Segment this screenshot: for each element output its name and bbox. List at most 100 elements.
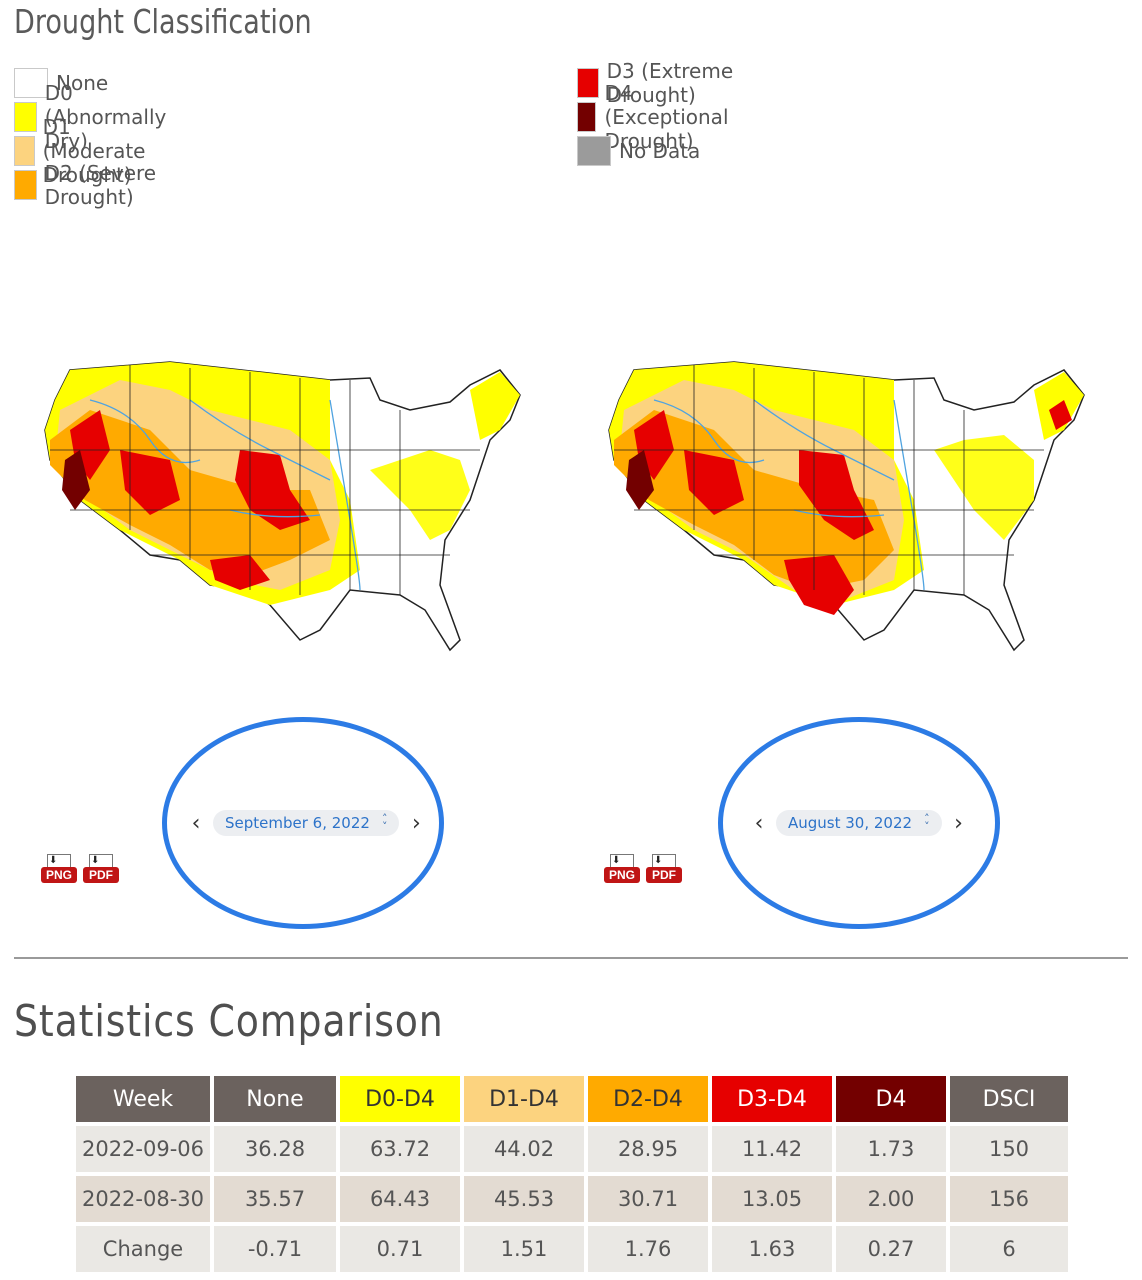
- table-cell: 11.42: [712, 1126, 832, 1172]
- legend-swatch: [14, 170, 37, 200]
- up-down-chevron-icon: ˄ ˅: [924, 812, 930, 833]
- legend-item-no-data: No Data: [577, 134, 743, 168]
- download-buttons-previous: ⬇ PNG ⬇ PDF: [604, 854, 682, 888]
- table-cell: 156: [950, 1176, 1068, 1222]
- legend-label: D4 (Exceptional Drought): [604, 81, 729, 153]
- us-drought-map-svg: [608, 361, 1085, 652]
- table-row: 2022-08-30 35.57 64.43 45.53 30.71 13.05…: [76, 1176, 1068, 1222]
- chevron-right-icon[interactable]: ›: [412, 810, 421, 836]
- d3-region: [799, 450, 874, 540]
- table-header-row: Week None D0-D4 D1-D4 D2-D4 D3-D4 D4 DSC…: [76, 1076, 1068, 1122]
- legend-item-d0: D0 (Abnormally Dry): [14, 81, 178, 153]
- table-cell: 30.71: [588, 1176, 708, 1222]
- d3-region: [120, 450, 180, 515]
- legend-swatch: [14, 102, 37, 132]
- legend-item-d4: D4 (Exceptional Drought): [577, 81, 743, 153]
- highlight-ellipse: [718, 717, 1000, 929]
- legend-label: D0 (Abnormally Dry): [44, 81, 167, 153]
- header-d3-d4: D3-D4: [712, 1076, 832, 1122]
- table-cell: 1.51: [464, 1226, 584, 1272]
- legend-item-d1: D1 (Moderate Drought): [14, 115, 178, 187]
- legend-swatch: [577, 136, 611, 166]
- legend-swatch: [577, 68, 599, 98]
- download-buttons-current: ⬇ PNG ⬇ PDF: [41, 854, 119, 888]
- legend-right-column: D3 (Extreme Drought) D4 (Exceptional Dro…: [577, 59, 743, 168]
- date-select[interactable]: August 30, 2022 ˄ ˅: [776, 810, 942, 836]
- table-cell: 2022-08-30: [76, 1176, 210, 1222]
- pdf-label: PDF: [646, 867, 682, 883]
- d4-region: [626, 450, 654, 510]
- download-pdf-button[interactable]: ⬇ PDF: [83, 854, 119, 888]
- legend-swatch: [14, 68, 48, 98]
- download-arrow-icon: ⬇: [49, 855, 58, 866]
- d0-region: [370, 450, 470, 540]
- legend-swatch: [14, 136, 35, 166]
- state-lines: [50, 365, 480, 595]
- download-png-button[interactable]: ⬇ PNG: [41, 854, 77, 888]
- table-cell: 1.63: [712, 1226, 832, 1272]
- selected-date: September 6, 2022: [225, 814, 370, 832]
- table-row: Change -0.71 0.71 1.51 1.76 1.63 0.27 6: [76, 1226, 1068, 1272]
- header-dsci: DSCI: [950, 1076, 1068, 1122]
- png-label: PNG: [604, 867, 640, 883]
- table-cell: 64.43: [340, 1176, 460, 1222]
- table-cell: 35.57: [214, 1176, 336, 1222]
- section-divider: [14, 957, 1128, 959]
- download-arrow-icon: ⬇: [612, 855, 621, 866]
- up-down-chevron-icon: ˄ ˅: [381, 812, 388, 833]
- d3-region: [1049, 400, 1072, 430]
- table-cell: 2022-09-06: [76, 1126, 210, 1172]
- legend-label: D1 (Moderate Drought): [42, 115, 146, 187]
- table-cell: 63.72: [340, 1126, 460, 1172]
- png-label: PNG: [41, 867, 77, 883]
- statistics-table: Week None D0-D4 D1-D4 D2-D4 D3-D4 D4 DSC…: [72, 1072, 1072, 1276]
- chevron-left-icon[interactable]: ‹: [754, 810, 764, 836]
- table-cell: 1.73: [836, 1126, 946, 1172]
- header-d1-d4: D1-D4: [464, 1076, 584, 1122]
- header-none: None: [214, 1076, 336, 1122]
- chevron-right-icon[interactable]: ›: [954, 810, 963, 836]
- drought-classification-heading: Drought Classification: [14, 2, 312, 41]
- table-cell: 0.27: [836, 1226, 946, 1272]
- chevron-left-icon[interactable]: ‹: [191, 810, 201, 836]
- table-cell: 0.71: [340, 1226, 460, 1272]
- legend-label: D3 (Extreme Drought): [606, 59, 734, 107]
- highlight-ellipse: [162, 717, 444, 929]
- d3-region: [784, 555, 854, 615]
- selected-date: August 30, 2022: [788, 814, 913, 832]
- table-cell: 150: [950, 1126, 1068, 1172]
- table-row: 2022-09-06 36.28 63.72 44.02 28.95 11.42…: [76, 1126, 1068, 1172]
- table-cell: 28.95: [588, 1126, 708, 1172]
- d3-region: [684, 450, 744, 515]
- date-navigator-previous: ‹ August 30, 2022 ˄ ˅ ›: [748, 810, 970, 836]
- pdf-label: PDF: [83, 867, 119, 883]
- download-png-button[interactable]: ⬇ PNG: [604, 854, 640, 888]
- d0-region: [934, 435, 1034, 540]
- legend-label: None: [56, 71, 109, 95]
- table-cell: 45.53: [464, 1176, 584, 1222]
- legend-swatch: [577, 102, 597, 132]
- table-cell: 13.05: [712, 1176, 832, 1222]
- table-cell: 36.28: [214, 1126, 336, 1172]
- download-arrow-icon: ⬇: [654, 855, 663, 866]
- us-drought-map-svg: [44, 361, 521, 652]
- legend-item-none: None: [14, 66, 178, 100]
- d4-region: [62, 450, 90, 510]
- header-d0-d4: D0-D4: [340, 1076, 460, 1122]
- header-d4: D4: [836, 1076, 946, 1122]
- header-d2-d4: D2-D4: [588, 1076, 708, 1122]
- drought-map-previous: [594, 340, 1114, 680]
- statistics-comparison-heading: Statistics Comparison: [14, 996, 444, 1047]
- state-lines: [614, 365, 1044, 595]
- table-cell: 1.76: [588, 1226, 708, 1272]
- d3-region: [210, 555, 270, 590]
- date-select[interactable]: September 6, 2022 ˄ ˅: [213, 810, 400, 836]
- legend-item-d2: D2 (Severe Drought): [14, 161, 178, 209]
- legend-label: No Data: [619, 139, 701, 163]
- download-pdf-button[interactable]: ⬇ PDF: [646, 854, 682, 888]
- legend-item-d3: D3 (Extreme Drought): [577, 59, 743, 107]
- download-arrow-icon: ⬇: [91, 855, 100, 866]
- drought-map-current: [30, 340, 550, 680]
- table-cell: -0.71: [214, 1226, 336, 1272]
- table-cell: 2.00: [836, 1176, 946, 1222]
